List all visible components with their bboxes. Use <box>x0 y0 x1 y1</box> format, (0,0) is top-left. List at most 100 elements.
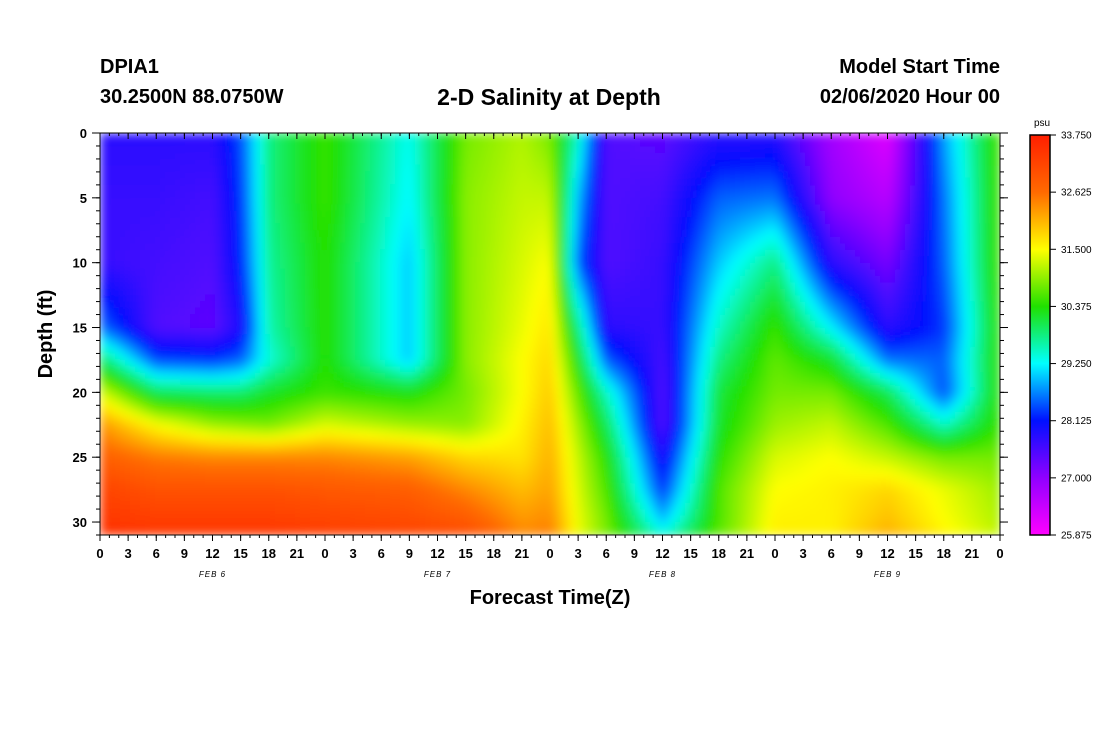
heatmap-cell <box>625 308 631 316</box>
heatmap-cell <box>840 139 846 147</box>
heatmap-cell <box>700 223 706 231</box>
heatmap-cell <box>600 145 606 154</box>
heatmap-cell <box>500 308 506 316</box>
heatmap-cell <box>950 139 956 147</box>
heatmap-cell <box>825 139 831 147</box>
heatmap-cell <box>340 133 346 141</box>
heatmap-cell <box>320 178 326 186</box>
heatmap-cell <box>535 152 541 160</box>
heatmap-cell <box>910 256 916 264</box>
heatmap-cell <box>905 295 911 303</box>
heatmap-cell <box>310 191 316 199</box>
heatmap-cell <box>330 171 336 179</box>
heatmap-cell <box>925 171 931 179</box>
heatmap-cell <box>250 230 256 238</box>
heatmap-cell <box>635 301 641 309</box>
heatmap-cell <box>315 152 321 160</box>
heatmap-cell <box>240 184 246 192</box>
heatmap-cell <box>670 301 676 309</box>
heatmap-cell <box>955 158 961 167</box>
heatmap-cell <box>770 249 776 257</box>
heatmap-cell <box>800 249 806 257</box>
heatmap-cell <box>430 184 436 192</box>
heatmap-cell <box>855 191 861 199</box>
heatmap-cell <box>305 133 311 141</box>
heatmap-cell <box>830 301 836 309</box>
heatmap-cell <box>445 204 451 212</box>
heatmap-cell <box>540 204 546 212</box>
heatmap-cell <box>505 256 511 264</box>
heatmap-cell <box>860 262 866 270</box>
heatmap-cell <box>165 217 171 225</box>
heatmap-cell <box>985 223 991 231</box>
heatmap-cell <box>715 191 721 199</box>
heatmap-cell <box>565 133 571 141</box>
heatmap-cell <box>625 152 631 160</box>
heatmap-cell <box>760 269 766 277</box>
heatmap-cell <box>410 178 416 186</box>
heatmap-cell <box>215 152 221 160</box>
heatmap-cell <box>375 197 381 205</box>
heatmap-cell <box>615 158 621 167</box>
heatmap-cell <box>185 139 191 147</box>
heatmap-cell <box>280 243 286 251</box>
heatmap-cell <box>335 269 341 277</box>
heatmap-cell <box>595 262 601 270</box>
heatmap-cell <box>925 178 931 186</box>
heatmap-cell <box>715 223 721 231</box>
heatmap-cell <box>610 197 616 205</box>
heatmap-cell <box>145 295 151 303</box>
heatmap-cell <box>650 275 656 283</box>
heatmap-cell <box>750 249 756 257</box>
heatmap-cell <box>610 152 616 160</box>
heatmap-cell <box>445 275 451 283</box>
heatmap-cell <box>325 145 331 154</box>
heatmap-cell <box>510 295 516 303</box>
heatmap-cell <box>615 178 621 186</box>
heatmap-cell <box>135 139 141 147</box>
heatmap-cell <box>970 158 976 167</box>
heatmap-cell <box>685 243 691 251</box>
heatmap-cell <box>450 256 456 264</box>
heatmap-cell <box>125 249 131 257</box>
heatmap-cell <box>530 295 536 303</box>
heatmap-cell <box>495 217 501 225</box>
heatmap-cell <box>845 230 851 238</box>
heatmap-cell <box>100 210 106 218</box>
heatmap-cell <box>705 145 711 154</box>
heatmap-cell <box>960 145 966 154</box>
heatmap-cell <box>505 197 511 205</box>
heatmap-cell <box>825 217 831 225</box>
heatmap-cell <box>125 256 131 264</box>
heatmap-cell <box>765 197 771 205</box>
heatmap-cell <box>775 197 781 205</box>
heatmap-cell <box>840 230 846 238</box>
heatmap-cell <box>735 158 741 167</box>
heatmap-cell <box>820 230 826 238</box>
heatmap-cell <box>780 249 786 257</box>
heatmap-cell <box>150 230 156 238</box>
heatmap-cell <box>455 191 461 199</box>
heatmap-cell <box>240 158 246 167</box>
heatmap-cell <box>930 165 936 173</box>
heatmap-cell <box>135 197 141 205</box>
heatmap-cell <box>385 217 391 225</box>
heatmap-cell <box>270 288 276 296</box>
heatmap-cell <box>680 256 686 264</box>
heatmap-cell <box>705 178 711 186</box>
heatmap-cell <box>750 191 756 199</box>
heatmap-cell <box>570 171 576 179</box>
heatmap-cell <box>450 230 456 238</box>
heatmap-cell <box>315 191 321 199</box>
heatmap-cell <box>355 288 361 296</box>
heatmap-cell <box>930 282 936 290</box>
heatmap-cell <box>740 197 746 205</box>
heatmap-cell <box>380 210 386 218</box>
heatmap-cell <box>760 230 766 238</box>
heatmap-cell <box>150 133 156 141</box>
heatmap-cell <box>915 197 921 205</box>
heatmap-cell <box>895 249 901 257</box>
heatmap-cell <box>940 269 946 277</box>
heatmap-cell <box>105 145 111 154</box>
heatmap-cell <box>240 256 246 264</box>
